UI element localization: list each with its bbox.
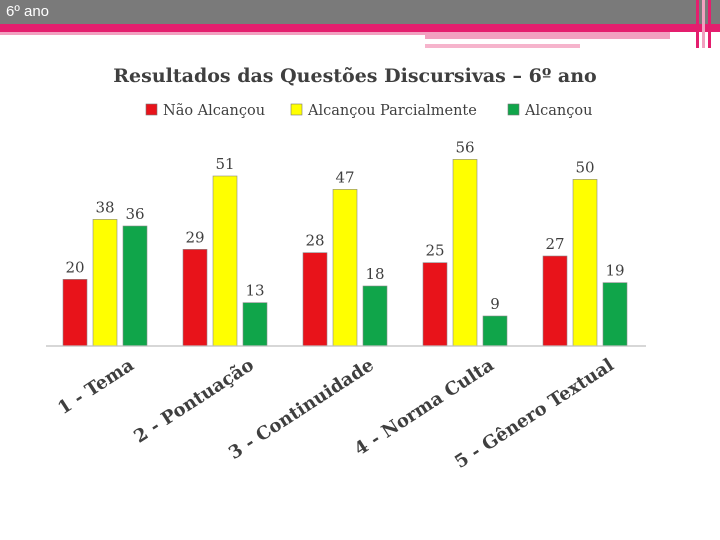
bar-3-3 [362, 285, 388, 347]
bar-value-label-2-3: 13 [245, 282, 264, 300]
bar-value-label-1-3: 36 [125, 205, 144, 223]
chart-legend: Não Alcançou Alcançou Parcialmente Alcanço… [145, 103, 592, 119]
bar-value-label-5-2: 50 [575, 158, 594, 176]
accent-bar-right-3 [708, 0, 711, 48]
bar-2-3 [242, 302, 268, 347]
category-label-1: 1 - Tema [54, 354, 138, 419]
accent-bar-right-1 [696, 0, 699, 48]
legend-swatch-3 [507, 103, 520, 116]
accent-bar-right-2 [702, 0, 705, 48]
bar-3-1 [302, 252, 328, 347]
bar-value-label-5-1: 27 [545, 235, 564, 253]
bar-value-label-3-1: 28 [305, 232, 324, 250]
accent-band [0, 24, 720, 32]
bar-value-label-2-1: 29 [185, 228, 204, 246]
legend-label-3: Alcançou [524, 103, 592, 119]
accent-strip-low [425, 44, 580, 48]
bar-value-label-3-3: 18 [365, 265, 384, 283]
results-bar-chart: Resultados das Questões Discursivas – 6º… [46, 65, 646, 473]
accent-strip-mid [425, 32, 670, 39]
bar-3-2 [332, 189, 358, 347]
accent-strip-top [0, 32, 425, 35]
chart-bars: 20 38 36 29 51 13 28 47 18 25 56 9 27 50 19 [62, 138, 628, 347]
legend-swatch-2 [290, 103, 303, 116]
legend-label-2: Alcançou Parcialmente [307, 103, 477, 119]
bar-1-3 [122, 225, 148, 347]
category-label-2: 2 - Pontuação [130, 355, 257, 448]
legend-swatch-1 [145, 103, 158, 116]
bar-5-1 [542, 255, 568, 347]
bar-value-label-4-3: 9 [490, 295, 500, 313]
bar-value-label-1-1: 20 [65, 258, 84, 276]
bar-value-label-3-2: 47 [335, 168, 354, 186]
bar-4-3 [482, 315, 508, 347]
bar-1-1 [62, 279, 88, 347]
slide-title-bar: 6º ano [0, 0, 720, 24]
bar-value-label-5-3: 19 [605, 262, 624, 280]
bar-2-1 [182, 249, 208, 347]
bar-5-2 [572, 179, 598, 347]
legend-label-1: Não Alcançou [163, 103, 265, 119]
chart-title: Resultados das Questões Discursivas – 6º… [113, 65, 596, 87]
bar-2-2 [212, 175, 238, 347]
bar-value-label-4-1: 25 [425, 242, 444, 260]
bar-value-label-2-2: 51 [215, 155, 234, 173]
bar-value-label-1-2: 38 [95, 198, 114, 216]
bar-4-1 [422, 262, 448, 347]
bar-4-2 [452, 159, 478, 347]
bar-value-label-4-2: 56 [455, 138, 474, 156]
bar-5-3 [602, 282, 628, 347]
bar-1-2 [92, 219, 118, 347]
slide-title: 6º ano [6, 3, 50, 20]
